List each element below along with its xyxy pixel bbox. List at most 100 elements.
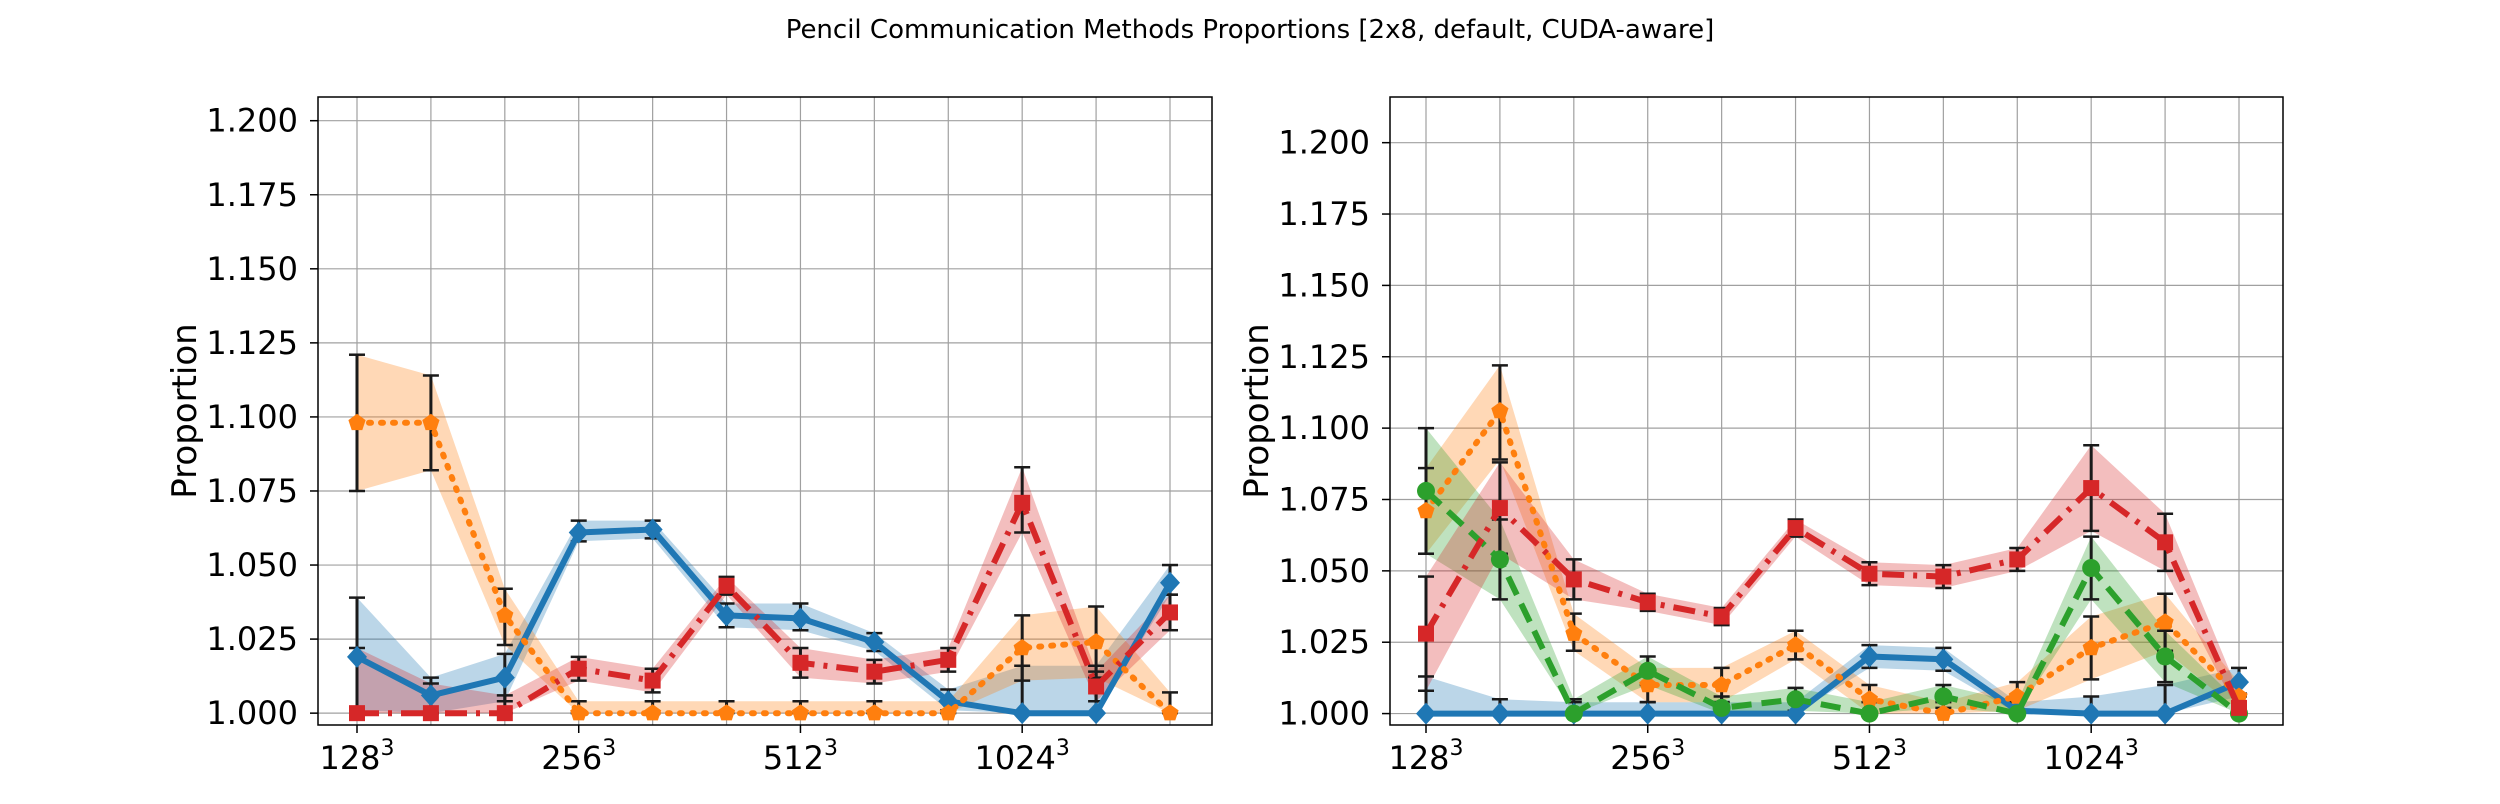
data-point — [1713, 676, 1731, 693]
data-point — [1013, 639, 1031, 656]
y-tick-label: 1.075 — [1278, 480, 1370, 518]
data-point — [570, 660, 587, 677]
x-tick-exponent: 3 — [2125, 736, 2139, 761]
x-tick-value: 512 — [763, 739, 824, 777]
data-point — [1935, 568, 1952, 585]
left-panel: 1.000 1.025 1.050 1.075 1.100 1.125 1.150 1.175… — [165, 96, 1213, 777]
y-tick-label: 1.125 — [206, 324, 298, 362]
y-tick-label: 1.050 — [1278, 552, 1370, 590]
y-tick-label: 1.150 — [206, 250, 298, 288]
data-point — [2082, 559, 2101, 577]
series-2-line — [1423, 488, 2241, 717]
series-0-band — [1426, 645, 2239, 714]
x-tick-label: 10243 — [2043, 736, 2138, 777]
axes-frame — [317, 96, 1213, 726]
x-tick-label: 2563 — [1610, 736, 1685, 777]
data-point — [864, 631, 885, 654]
data-point — [1012, 702, 1033, 725]
data-point — [496, 705, 513, 722]
data-point — [2081, 702, 2102, 725]
y-tick-label: 1.125 — [1278, 338, 1370, 376]
data-point — [347, 645, 367, 668]
data-point — [791, 704, 809, 721]
series-2-markers — [1417, 481, 2248, 723]
data-point — [718, 577, 735, 594]
data-point — [2156, 613, 2174, 630]
data-point — [1565, 624, 1583, 641]
x-tick-value: 512 — [1832, 739, 1893, 777]
series-1-markers — [348, 413, 1179, 721]
data-point — [1712, 698, 1731, 717]
x-tick-label: 5123 — [1832, 736, 1907, 777]
data-point — [865, 704, 883, 721]
data-point — [1713, 608, 1730, 625]
right-panel: 1.000 1.025 1.050 1.075 1.100 1.125 1.150 1.175… — [1237, 96, 2284, 777]
data-point — [866, 663, 883, 680]
data-point — [2009, 551, 2026, 568]
y-tick-label: 1.050 — [206, 546, 298, 584]
data-point — [1160, 571, 1180, 594]
data-point — [2157, 534, 2174, 551]
axes-frame — [1389, 96, 2284, 726]
data-point — [1564, 704, 1583, 723]
y-tick-label: 1.075 — [206, 472, 298, 510]
series-2-line — [357, 499, 1173, 717]
y-tick-label: 1.200 — [1278, 124, 1370, 162]
data-point — [2083, 480, 2100, 497]
series-2-band — [1426, 428, 2239, 714]
data-point — [2231, 699, 2247, 716]
data-point — [1861, 565, 1878, 582]
data-point — [2008, 704, 2027, 723]
data-point — [1638, 661, 1657, 680]
data-point — [1639, 594, 1656, 611]
data-point — [1934, 687, 1953, 706]
series-3-band — [1426, 445, 2239, 714]
x-tick-exponent: 3 — [381, 736, 395, 761]
data-point — [1639, 676, 1657, 693]
y-tick-label: 1.025 — [1278, 623, 1370, 661]
data-point — [1417, 501, 1435, 519]
data-point — [494, 666, 515, 689]
x-tick-exponent: 3 — [1893, 736, 1907, 761]
series-1-markers — [1417, 402, 2248, 721]
data-point — [940, 651, 957, 668]
data-point — [422, 413, 440, 431]
data-point — [644, 704, 662, 721]
data-point — [1934, 704, 1952, 721]
series-0-markers — [347, 518, 1180, 725]
data-point — [348, 413, 366, 431]
data-point — [349, 705, 365, 722]
data-point — [1086, 702, 1107, 725]
data-point — [422, 705, 439, 722]
data-point — [790, 607, 811, 630]
data-point — [568, 521, 589, 544]
data-point — [1014, 494, 1031, 511]
y-tick-label: 1.025 — [206, 620, 298, 658]
x-tick-value: 128 — [1388, 739, 1449, 777]
data-point — [1491, 500, 1508, 517]
data-point — [2156, 647, 2175, 666]
data-point — [1162, 604, 1178, 621]
series-0-line — [355, 526, 1173, 717]
data-point — [792, 654, 809, 671]
series-3-markers — [1418, 480, 2247, 716]
y-tick-label: 1.175 — [1278, 195, 1370, 233]
data-point — [1088, 678, 1105, 695]
data-point — [642, 518, 663, 541]
data-point — [1491, 402, 1509, 419]
data-point — [1787, 636, 1805, 653]
series-2-band — [357, 467, 1170, 714]
data-point — [1490, 550, 1509, 569]
figure-title: Pencil Communication Methods Proportions… — [786, 15, 1715, 45]
data-point — [1860, 690, 1878, 707]
x-tick-label: 10243 — [974, 736, 1069, 777]
data-point — [1489, 702, 1510, 725]
y-tick-label: 1.000 — [1278, 695, 1370, 733]
x-tick-exponent: 3 — [602, 736, 616, 761]
data-point — [1786, 690, 1805, 709]
plot-area — [318, 97, 1212, 725]
data-point — [644, 672, 661, 689]
x-tick-exponent: 3 — [1450, 736, 1464, 761]
